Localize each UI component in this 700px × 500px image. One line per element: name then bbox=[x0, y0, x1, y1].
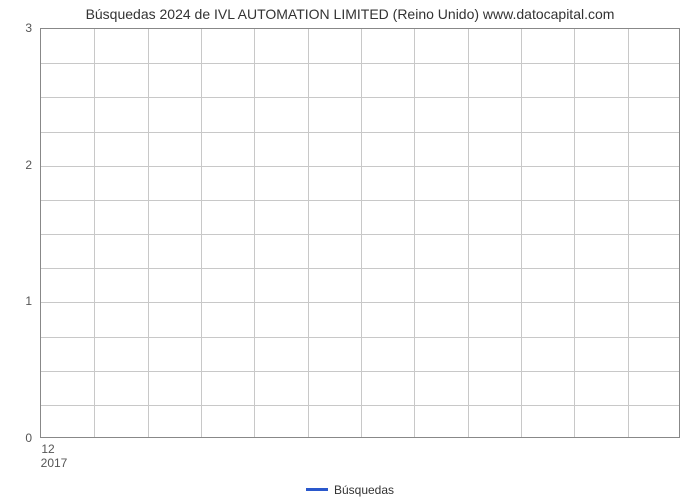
grid-line-vertical bbox=[148, 29, 149, 437]
grid-line-vertical bbox=[361, 29, 362, 437]
x-tick-secondary-label: 2017 bbox=[41, 456, 68, 470]
grid-line-horizontal bbox=[41, 405, 679, 406]
x-tick-label: 12 bbox=[41, 442, 54, 456]
plot-area bbox=[40, 28, 680, 438]
grid-line-horizontal bbox=[41, 302, 679, 303]
legend-swatch bbox=[306, 488, 328, 491]
grid-line-vertical bbox=[468, 29, 469, 437]
grid-line-horizontal bbox=[41, 371, 679, 372]
grid-line-vertical bbox=[201, 29, 202, 437]
grid-line-horizontal bbox=[41, 268, 679, 269]
y-tick-label: 1 bbox=[0, 294, 32, 308]
chart-title: Búsquedas 2024 de IVL AUTOMATION LIMITED… bbox=[0, 6, 700, 22]
legend-label: Búsquedas bbox=[334, 483, 394, 497]
grid-line-vertical bbox=[308, 29, 309, 437]
y-tick-label: 3 bbox=[0, 21, 32, 35]
y-tick-label: 2 bbox=[0, 158, 32, 172]
grid-line-vertical bbox=[628, 29, 629, 437]
grid-line-horizontal bbox=[41, 337, 679, 338]
grid-line-horizontal bbox=[41, 132, 679, 133]
legend: Búsquedas bbox=[0, 482, 700, 497]
grid-line-horizontal bbox=[41, 234, 679, 235]
y-tick-label: 0 bbox=[0, 431, 32, 445]
grid-line-vertical bbox=[414, 29, 415, 437]
chart-container: Búsquedas 2024 de IVL AUTOMATION LIMITED… bbox=[0, 0, 700, 500]
grid-line-horizontal bbox=[41, 166, 679, 167]
grid-line-vertical bbox=[521, 29, 522, 437]
grid-line-vertical bbox=[254, 29, 255, 437]
grid-line-vertical bbox=[574, 29, 575, 437]
grid-line-horizontal bbox=[41, 97, 679, 98]
grid-line-vertical bbox=[94, 29, 95, 437]
grid-line-horizontal bbox=[41, 63, 679, 64]
grid-line-horizontal bbox=[41, 200, 679, 201]
